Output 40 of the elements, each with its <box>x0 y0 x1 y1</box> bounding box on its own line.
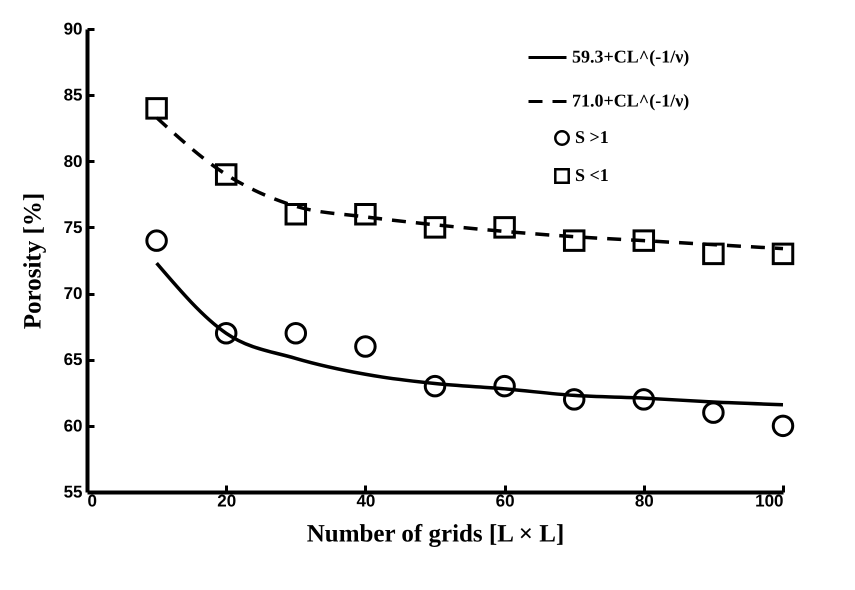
y-tick-label: 75 <box>64 218 82 237</box>
point <box>772 414 794 438</box>
point <box>424 374 446 398</box>
point <box>493 374 516 398</box>
point <box>354 202 377 226</box>
y-tick-label: 90 <box>64 20 82 38</box>
point <box>772 242 794 266</box>
x-tick-label: 80 <box>634 492 654 510</box>
point <box>354 335 377 358</box>
point <box>145 97 168 120</box>
y-tick-label: 70 <box>64 284 82 304</box>
point <box>702 401 725 424</box>
point <box>214 322 238 344</box>
legend-label: S <1 <box>575 165 609 185</box>
y-tick-label: 65 <box>64 350 82 370</box>
point <box>284 322 308 344</box>
point <box>284 202 308 226</box>
x-tick-label: 100 <box>755 492 784 510</box>
point <box>424 216 446 239</box>
y-tick-label: 55 <box>64 482 82 502</box>
legend-label: 71.0+CL^(-1/ν) <box>572 90 690 110</box>
point <box>214 163 238 186</box>
point <box>562 388 586 411</box>
y-tick-label: 85 <box>64 86 82 105</box>
x-tick-label: 40 <box>356 492 376 510</box>
point <box>562 229 586 252</box>
point <box>632 388 656 411</box>
point <box>145 229 168 252</box>
y-axis-title: Porosity [%] <box>20 192 47 330</box>
point <box>632 229 656 252</box>
legend-label: 59.3+CL^(-1/ν) <box>572 46 690 66</box>
point <box>493 216 516 239</box>
x-tick-label: 0 <box>88 492 97 510</box>
x-tick-label: 20 <box>217 492 236 510</box>
x-tick-label: 60 <box>496 492 515 510</box>
x-axis-title: Number of grids [L × L] <box>306 520 564 548</box>
legend-label: S >1 <box>575 127 609 147</box>
y-tick-label: 80 <box>64 152 82 171</box>
y-tick-label: 60 <box>64 416 82 436</box>
point <box>702 242 725 266</box>
